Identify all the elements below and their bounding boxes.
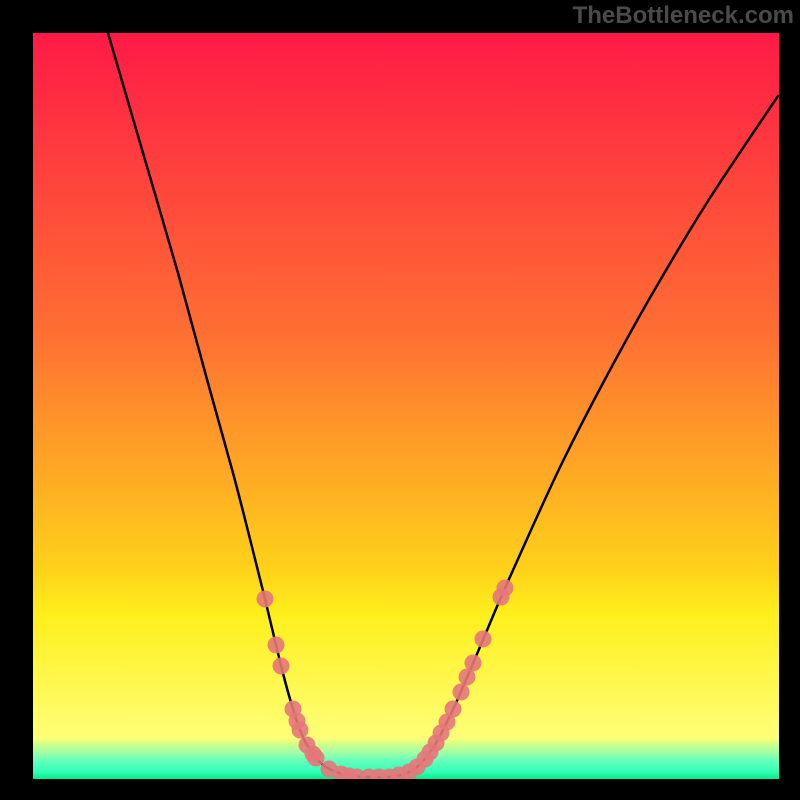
marker-left [268, 637, 285, 654]
marker-left [273, 658, 290, 675]
marker-right [475, 631, 492, 648]
marker-right [497, 580, 514, 597]
data-markers [257, 580, 514, 786]
marker-left [292, 722, 309, 739]
marker-right [465, 655, 482, 672]
marker-right [453, 684, 470, 701]
bottleneck-curve [108, 33, 778, 777]
watermark-text: TheBottleneck.com [573, 2, 794, 30]
marker-right [445, 701, 462, 718]
marker-left [308, 750, 325, 767]
chart-frame: TheBottleneck.com [0, 0, 800, 800]
chart-svg [0, 0, 800, 800]
marker-left [257, 591, 274, 608]
